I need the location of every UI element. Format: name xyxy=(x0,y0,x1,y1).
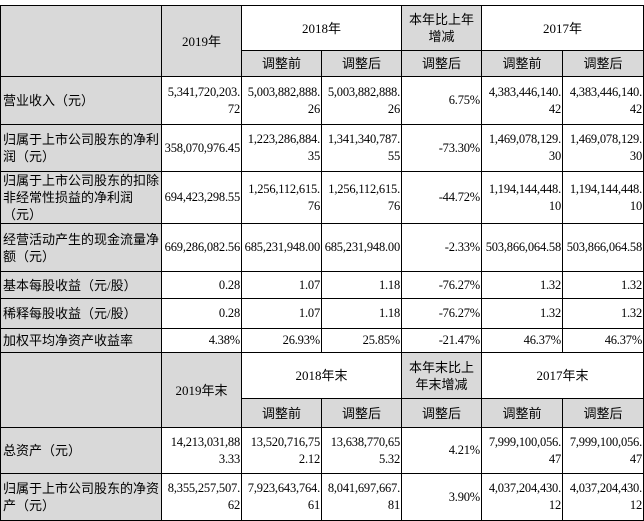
row-value: -44.72% xyxy=(401,171,483,224)
row-value: 1.32 xyxy=(481,298,564,329)
row-label: 稀释每股收益（元/股） xyxy=(0,298,162,329)
table-row: 营业收入（元） 5,341,720,203.72 5,003,882,888.26 5… xyxy=(0,76,644,125)
header-change: 本年末比上年末增减 xyxy=(401,352,483,399)
header-prior-year: 2018年 xyxy=(240,5,403,51)
header-before-adjustment: 调整前 xyxy=(481,50,564,77)
row-value: 685,231,948.00 xyxy=(320,223,403,272)
header-change: 本年比上年增减 xyxy=(401,5,483,51)
row-label: 加权平均净资产收益率 xyxy=(0,328,162,353)
row-value: 694,423,298.55 xyxy=(161,171,242,224)
row-value: 1,194,144,448.10 xyxy=(481,171,564,224)
row-value: 1.32 xyxy=(562,298,644,329)
row-value: 1.32 xyxy=(562,271,644,299)
table-row: 经营活动产生的现金流量净额（元） 669,286,082.56 685,231,94… xyxy=(0,223,644,272)
row-value: 46.37% xyxy=(562,328,644,353)
row-value: 685,231,948.00 xyxy=(241,223,322,272)
row-value: 26.93% xyxy=(241,328,322,353)
table-row: 稀释每股收益（元/股） 0.28 1.07 1.18 -76.27% 1.32 1.32 xyxy=(0,298,644,329)
header-corner xyxy=(0,5,162,77)
row-value: 669,286,082.56 xyxy=(161,223,242,272)
row-value: 6.75% xyxy=(401,76,483,125)
row-label: 经营活动产生的现金流量净额（元） xyxy=(0,223,162,272)
table-row: 归属于上市公司股东的净资产（元） 8,355,257,507.62 7,923,64… xyxy=(0,473,644,521)
row-value: 4.21% xyxy=(401,427,483,474)
row-value: 25.85% xyxy=(320,328,403,353)
header-change-after-adjustment: 调整后 xyxy=(401,50,483,77)
row-value: 5,003,882,888.26 xyxy=(320,76,403,125)
row-value: 1,469,078,129.30 xyxy=(481,124,564,172)
row-label: 归属于上市公司股东的扣除非经常性损益的净利润（元） xyxy=(0,171,162,224)
row-value: 1,469,078,129.30 xyxy=(562,124,644,172)
header-before-adjustment: 调整前 xyxy=(481,398,564,428)
row-label: 总资产（元） xyxy=(0,427,162,474)
header-before-adjustment: 调整前 xyxy=(241,398,322,428)
row-value: 7,923,643,764.61 xyxy=(241,473,322,521)
row-value: 1.07 xyxy=(241,271,322,299)
row-value: 1.32 xyxy=(481,271,564,299)
row-value: 7,999,100,056.47 xyxy=(481,427,564,474)
row-value: 1.18 xyxy=(320,271,403,299)
row-value: -76.27% xyxy=(401,271,483,299)
row-value: 1,256,112,615.76 xyxy=(320,171,403,224)
row-value: 4,037,204,430.12 xyxy=(562,473,644,521)
table-row: 基本每股收益（元/股） 0.28 1.07 1.18 -76.27% 1.32 1.32 xyxy=(0,271,644,299)
header-corner xyxy=(0,352,162,428)
financial-summary-table: 2019年 2018年 本年比上年增减 2017年 调整前 调整后 调整后 调整前 调整后 营业收… xyxy=(0,5,644,521)
row-value: 5,003,882,888.26 xyxy=(241,76,322,125)
table-row: 归属于上市公司股东的扣除非经常性损益的净利润（元） 694,423,298.55 1… xyxy=(0,171,644,224)
row-value: 1.07 xyxy=(241,298,322,329)
row-value: -2.33% xyxy=(401,223,483,272)
row-label: 归属于上市公司股东的净利润（元） xyxy=(0,124,162,172)
header-two-years-ago: 2017年 xyxy=(481,5,644,51)
header-after-adjustment: 调整后 xyxy=(562,50,644,77)
row-value: 4.38% xyxy=(161,328,242,353)
header-current-year: 2019年 xyxy=(161,5,242,77)
header-after-adjustment: 调整后 xyxy=(562,398,644,428)
row-label: 基本每股收益（元/股） xyxy=(0,271,162,299)
header-prior-year: 2018年末 xyxy=(240,352,403,399)
row-label: 营业收入（元） xyxy=(0,76,162,125)
row-value: 4,383,446,140.42 xyxy=(562,76,644,125)
row-value: 4,383,446,140.42 xyxy=(481,76,564,125)
row-value: -76.27% xyxy=(401,298,483,329)
row-value: 3.90% xyxy=(401,473,483,521)
row-label: 归属于上市公司股东的净资产（元） xyxy=(0,473,162,521)
row-value: -73.30% xyxy=(401,124,483,172)
row-value: 0.28 xyxy=(161,298,242,329)
row-value: 46.37% xyxy=(481,328,564,353)
row-value: 503,866,064.58 xyxy=(481,223,564,272)
row-value: 4,037,204,430.12 xyxy=(481,473,564,521)
row-value: 14,213,031,883.33 xyxy=(161,427,242,474)
header-change-after-adjustment: 调整后 xyxy=(401,398,483,428)
header-current-year: 2019年末 xyxy=(161,352,242,428)
row-value: 1,223,286,884.35 xyxy=(241,124,322,172)
row-value: -21.47% xyxy=(401,328,483,353)
row-value: 1,256,112,615.76 xyxy=(241,171,322,224)
row-value: 503,866,064.58 xyxy=(562,223,644,272)
table-row: 总资产（元） 14,213,031,883.33 13,520,716,752.12… xyxy=(0,427,644,474)
row-value: 1,194,144,448.10 xyxy=(562,171,644,224)
header-after-adjustment: 调整后 xyxy=(320,50,403,77)
row-value: 1,341,340,787.55 xyxy=(320,124,403,172)
row-value: 13,520,716,752.12 xyxy=(241,427,322,474)
row-value: 1.18 xyxy=(320,298,403,329)
row-value: 13,638,770,655.32 xyxy=(320,427,403,474)
header-two-years-ago: 2017年末 xyxy=(481,352,644,399)
table-row: 归属于上市公司股东的净利润（元） 358,070,976.45 1,223,286,… xyxy=(0,124,644,172)
row-value: 5,341,720,203.72 xyxy=(161,76,242,125)
header-after-adjustment: 调整后 xyxy=(320,398,403,428)
row-value: 0.28 xyxy=(161,271,242,299)
row-value: 358,070,976.45 xyxy=(161,124,242,172)
row-value: 8,355,257,507.62 xyxy=(161,473,242,521)
header-before-adjustment: 调整前 xyxy=(241,50,322,77)
row-value: 7,999,100,056.47 xyxy=(562,427,644,474)
table-row: 加权平均净资产收益率 4.38% 26.93% 25.85% -21.47% 46.37%… xyxy=(0,328,644,353)
row-value: 8,041,697,667.81 xyxy=(320,473,403,521)
